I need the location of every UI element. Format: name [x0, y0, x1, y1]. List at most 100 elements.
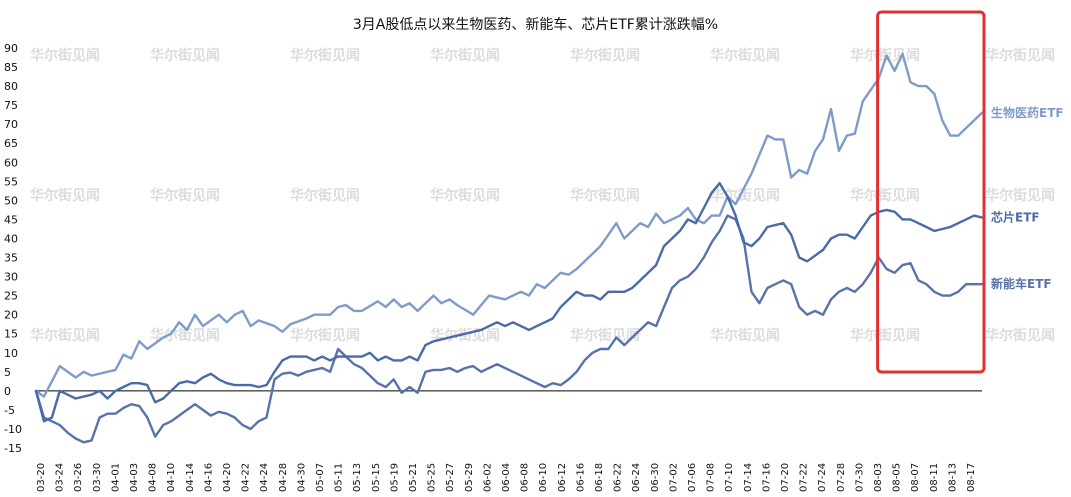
y-tick-label: -5: [4, 404, 15, 417]
x-tick-label: 06-22: [613, 463, 624, 492]
watermark-text: 华尔街见闻: [430, 47, 500, 64]
watermark-text: 华尔街见闻: [985, 187, 1055, 204]
watermark-text: 华尔街见闻: [570, 327, 640, 344]
y-tick-label: 75: [4, 99, 18, 112]
watermark-text: 华尔街见闻: [150, 187, 220, 204]
x-tick-label: 05-13: [352, 463, 363, 492]
watermark-text: 华尔街见闻: [710, 327, 780, 344]
x-tick-label: 04-20: [222, 463, 233, 492]
x-tick-label: 07-14: [743, 463, 754, 492]
x-tick-label: 08-03: [873, 463, 884, 492]
y-tick-label: -15: [4, 442, 22, 455]
watermark-text: 华尔街见闻: [150, 327, 220, 344]
x-tick-label: 04-28: [278, 463, 289, 492]
chart-title: 3月A股低点以来生物医药、新能车、芯片ETF累计涨跌幅%: [352, 17, 719, 33]
y-tick-label: 20: [4, 309, 18, 322]
x-tick-label: 07-24: [817, 463, 828, 492]
watermark-text: 华尔街见闻: [430, 327, 500, 344]
series-end-label: 生物医药ETF: [991, 105, 1064, 120]
x-tick-label: 08-07: [910, 463, 921, 492]
x-tick-label: 04-14: [185, 463, 196, 492]
watermark-layer: 华尔街见闻 华尔街见闻 华尔街见闻 华尔街见闻 华尔街见闻 华尔街见闻 华尔街见闻 华尔街见闻…: [30, 47, 1055, 344]
x-tick-label: 03-30: [92, 463, 103, 492]
y-tick-label: 15: [4, 328, 18, 341]
y-tick-label: -10: [4, 423, 22, 436]
x-tick-label: 06-04: [501, 463, 512, 492]
x-tick-label: 03-26: [73, 463, 84, 492]
y-tick-label: 50: [4, 194, 18, 207]
watermark-text: 华尔街见闻: [290, 327, 360, 344]
watermark-text: 华尔街见闻: [290, 187, 360, 204]
x-tick-label: 07-20: [780, 463, 791, 492]
x-tick-label: 03-20: [36, 463, 47, 492]
y-tick-label: 65: [4, 137, 18, 150]
x-tick-label: 05-15: [371, 463, 382, 492]
series-lines: [34, 52, 984, 444]
y-tick-label: 45: [4, 213, 18, 226]
x-tick-label: 08-11: [929, 463, 940, 492]
x-tick-label: 05-29: [464, 463, 475, 492]
x-tick-label: 07-06: [687, 463, 698, 492]
x-tick-label: 07-28: [836, 463, 847, 492]
x-tick-label: 06-16: [575, 463, 586, 492]
x-tick-label: 04-30: [296, 463, 307, 492]
x-tick-label: 05-25: [427, 463, 438, 492]
watermark-text: 华尔街见闻: [710, 187, 780, 204]
x-tick-label: 08-05: [892, 463, 903, 492]
watermark-text: 华尔街见闻: [30, 47, 100, 64]
watermark-text: 华尔街见闻: [150, 47, 220, 64]
y-tick-label: 70: [4, 118, 18, 131]
x-tick-label: 06-18: [594, 463, 605, 492]
y-tick-label: 35: [4, 252, 18, 265]
x-tick-label: 04-08: [148, 463, 159, 492]
series-end-label: 芯片ETF: [991, 210, 1040, 225]
y-tick-label: 30: [4, 271, 18, 284]
series-labels: 生物医药ETF 新能车ETF 芯片ETF: [991, 105, 1064, 291]
x-tick-label: 04-03: [129, 463, 140, 492]
x-tick-label: 08-13: [947, 463, 958, 492]
y-tick-label: 10: [4, 347, 18, 360]
x-tick-label: 06-02: [482, 463, 493, 492]
x-tick-label: 07-22: [799, 463, 810, 492]
x-tick-label: 05-07: [315, 463, 326, 492]
watermark-text: 华尔街见闻: [850, 327, 920, 344]
y-tick-label: 0: [4, 385, 11, 398]
x-tick-label: 07-08: [706, 463, 717, 492]
x-axis: 03-20 03-24 03-26 03-30 04-01 04-03 04-08 04-10…: [36, 463, 977, 492]
watermark-text: 华尔街见闻: [30, 187, 100, 204]
x-tick-label: 07-10: [724, 463, 735, 492]
x-tick-label: 06-10: [538, 463, 549, 492]
watermark-text: 华尔街见闻: [710, 47, 780, 64]
x-tick-label: 07-16: [761, 463, 772, 492]
x-tick-label: 06-08: [520, 463, 531, 492]
series-end-label: 新能车ETF: [991, 276, 1052, 291]
watermark-text: 华尔街见闻: [430, 187, 500, 204]
x-tick-label: 08-17: [966, 463, 977, 492]
y-tick-label: 55: [4, 175, 18, 188]
series-line: [34, 181, 984, 423]
x-tick-label: 07-02: [668, 463, 679, 492]
watermark-text: 华尔街见闻: [570, 187, 640, 204]
highlight-box: [876, 10, 986, 374]
x-tick-label: 06-12: [557, 463, 568, 492]
y-tick-label: 60: [4, 156, 18, 169]
watermark-text: 华尔街见闻: [290, 47, 360, 64]
y-tick-label: 80: [4, 80, 18, 93]
watermark-text: 华尔街见闻: [570, 47, 640, 64]
x-tick-label: 03-24: [55, 463, 66, 492]
x-tick-label: 04-16: [203, 463, 214, 492]
y-axis: -15 -10 -5 0 5 10 15 20 25 30 35 40 45 50 55 60 65 70 75 80…: [4, 42, 22, 455]
y-tick-label: 85: [4, 61, 18, 74]
watermark-text: 华尔街见闻: [850, 187, 920, 204]
x-tick-label: 06-24: [631, 463, 642, 492]
x-tick-label: 05-21: [408, 463, 419, 492]
x-tick-label: 04-24: [259, 463, 270, 492]
x-tick-label: 04-01: [110, 463, 121, 492]
x-tick-label: 04-10: [166, 463, 177, 492]
watermark-text: 华尔街见闻: [30, 327, 100, 344]
watermark-text: 华尔街见闻: [850, 47, 920, 64]
series-line: [34, 52, 984, 398]
x-tick-label: 04-22: [241, 463, 252, 492]
x-tick-label: 06-30: [650, 463, 661, 492]
